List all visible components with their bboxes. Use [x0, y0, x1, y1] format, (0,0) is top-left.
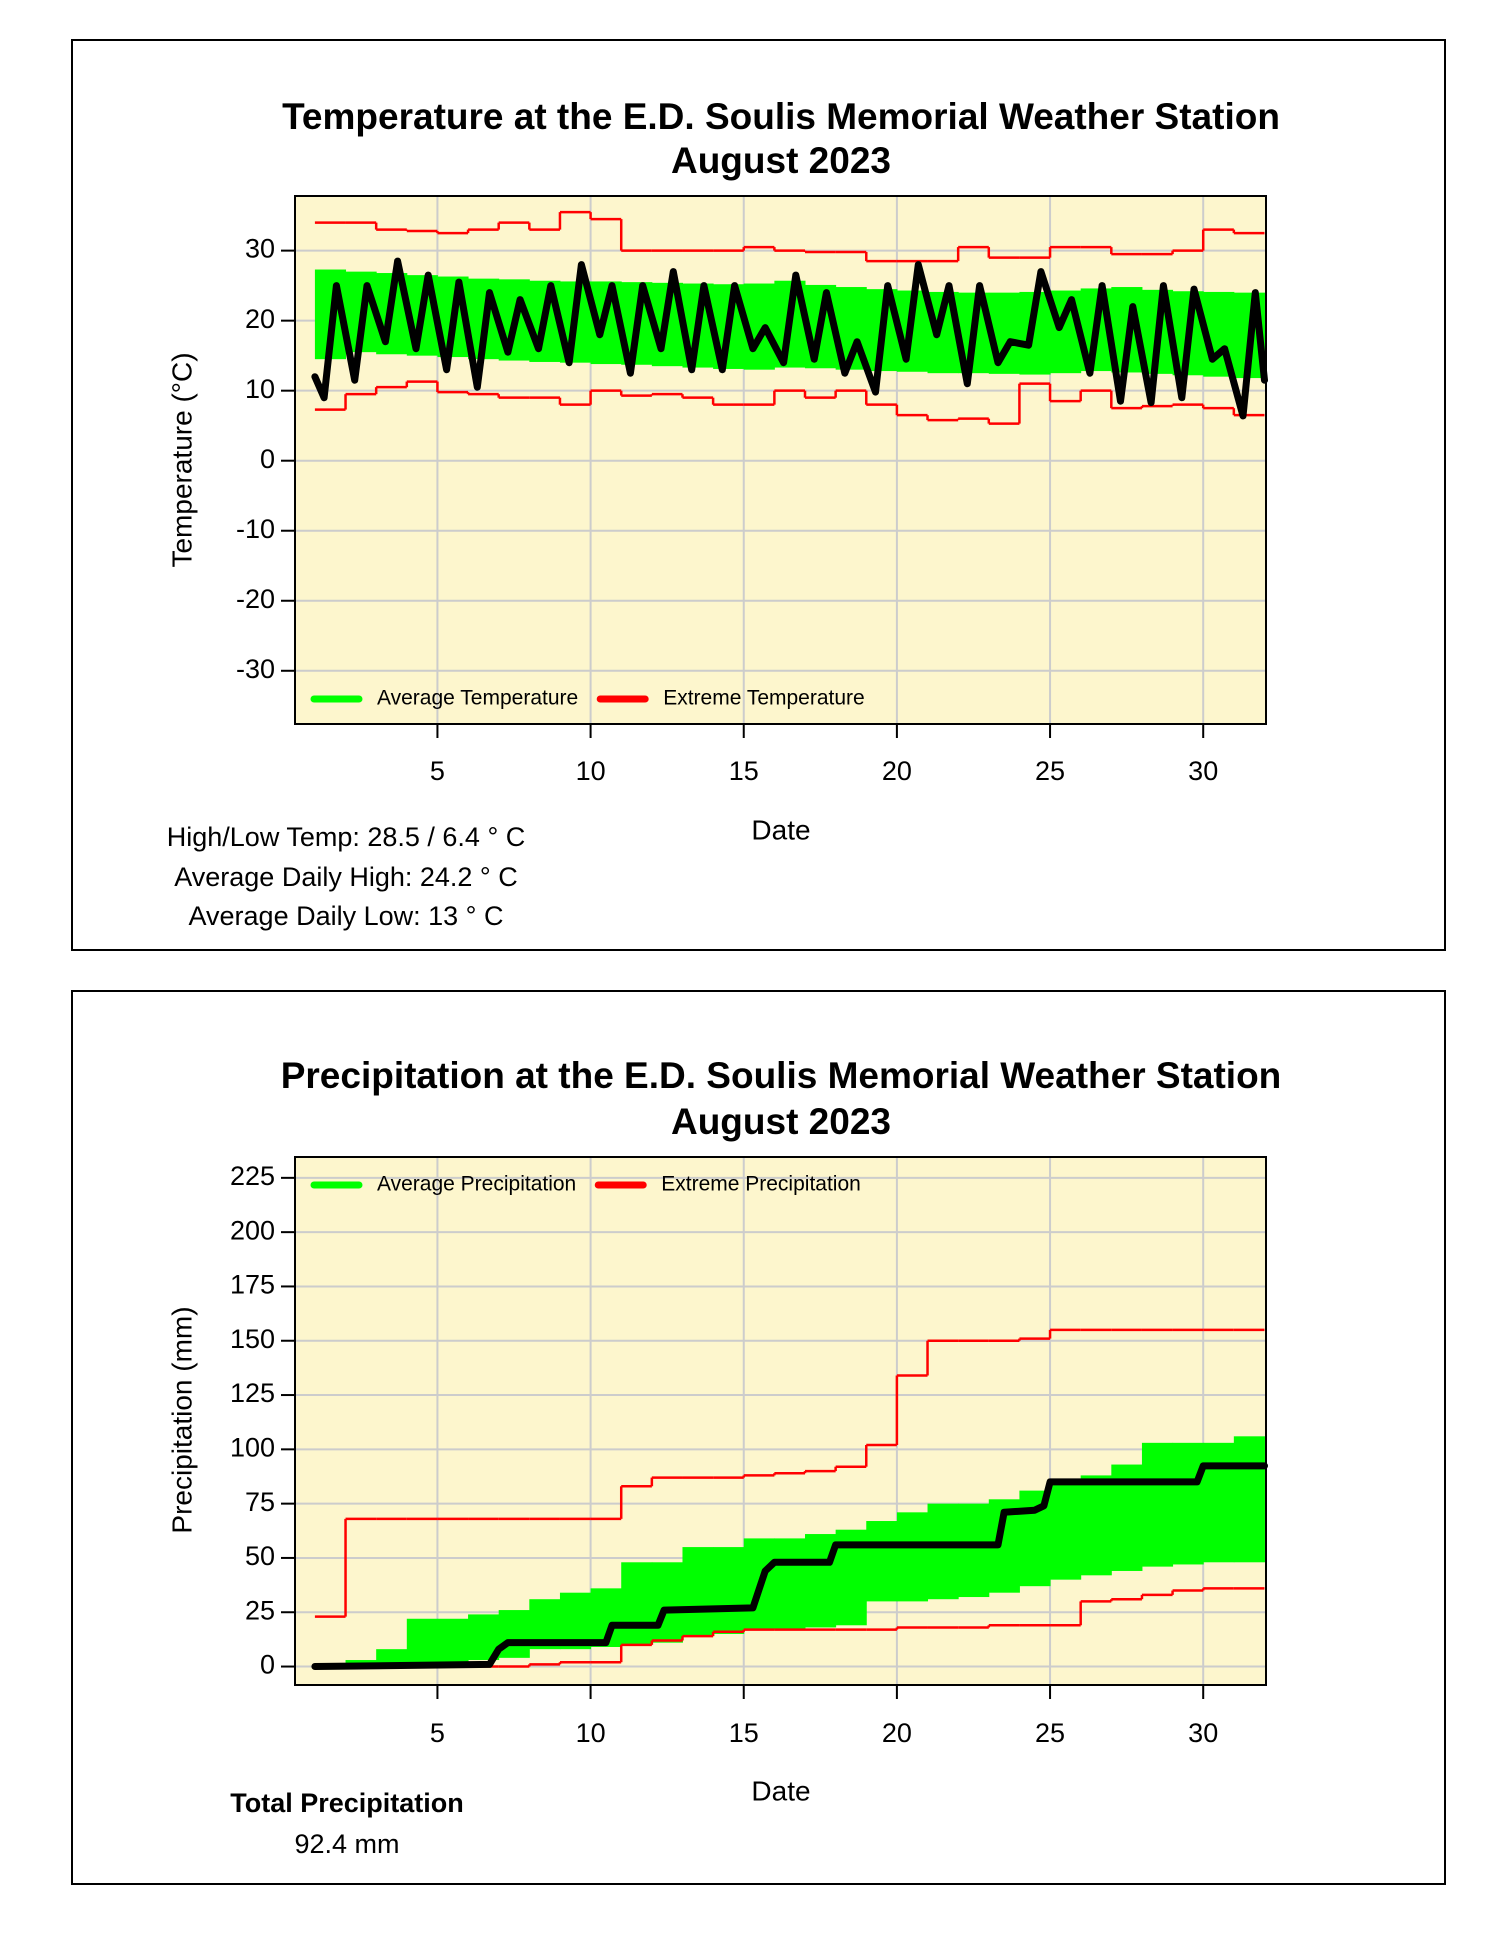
y-axis-label: Temperature (°C) [166, 352, 197, 567]
band-step [958, 1503, 990, 1598]
y-tick-label: 20 [245, 304, 275, 334]
x-tick-label: 5 [430, 1718, 445, 1748]
y-tick-label: 200 [230, 1215, 275, 1245]
band-step [437, 1618, 469, 1665]
note-value: 92.4 mm [294, 1829, 399, 1859]
y-tick-label: 0 [260, 444, 275, 474]
band-step [406, 1618, 438, 1665]
y-tick-label: 100 [230, 1432, 275, 1462]
note-heading: Total Precipitation [230, 1788, 464, 1818]
band-step [1050, 1479, 1082, 1580]
legend-label: Extreme Precipitation [661, 1173, 861, 1196]
band-step [927, 1503, 959, 1600]
y-tick-label: 25 [245, 1595, 275, 1625]
band-step [896, 1512, 929, 1602]
x-tick-label: 5 [430, 756, 445, 786]
y-tick-label: 30 [245, 234, 275, 264]
stat: High/Low Temp: 28.5 / 6.4 ° C [167, 822, 526, 852]
y-tick-label: -20 [236, 584, 275, 614]
x-tick-label: 20 [882, 756, 912, 786]
y-tick-label: -30 [236, 654, 275, 684]
band-step [621, 1562, 653, 1645]
x-tick-label: 25 [1035, 756, 1065, 786]
frame [71, 39, 1446, 951]
y-tick-label: 75 [245, 1487, 275, 1517]
band-step [498, 1610, 530, 1658]
x-tick-label: 10 [576, 1718, 606, 1748]
band-step [866, 1521, 898, 1602]
x-tick-label: 30 [1188, 756, 1218, 786]
x-tick-label: 20 [882, 1718, 912, 1748]
y-tick-label: 225 [230, 1161, 275, 1191]
stat: Average Daily Low: 13 ° C [189, 901, 504, 931]
stat: Average Daily High: 24.2 ° C [174, 862, 517, 892]
plot-border [294, 195, 1267, 725]
data-line [311, 1462, 1268, 1670]
band-step [1141, 1442, 1174, 1567]
x-tick-label: 15 [729, 756, 759, 786]
band-step [1080, 1475, 1112, 1576]
chart-subtitle: August 2023 [671, 1101, 891, 1142]
frame [71, 990, 1446, 1885]
band-step [1233, 1436, 1265, 1563]
band-step [682, 1547, 714, 1637]
legend-label: Average Temperature [377, 687, 578, 710]
y-tick-label: -10 [236, 514, 275, 544]
plot: 5 10 15 20 25 30 -30 -20 -10 0 10 20 30 Average Tempe… [236, 195, 1268, 786]
legend-label: Average Precipitation [377, 1173, 576, 1196]
x-tick-label: 25 [1035, 1718, 1065, 1748]
plot: 5 10 15 20 25 30 0 25 50 75 100 125 150 175 200 225 Aver… [230, 1156, 1268, 1748]
data-line [311, 257, 1268, 420]
x-tick-label: 15 [729, 1718, 759, 1748]
x-axis-label: Date [751, 814, 810, 845]
y-tick-label: 0 [260, 1650, 275, 1680]
y-axis-label: Precipitation (mm) [166, 1306, 197, 1533]
band-step [1203, 1442, 1235, 1563]
y-tick-label: 150 [230, 1324, 275, 1354]
x-tick-label: 30 [1188, 1718, 1218, 1748]
band-step [651, 1562, 683, 1643]
plot-border [294, 1156, 1267, 1686]
band-step [774, 1538, 806, 1630]
band-step [713, 1547, 745, 1634]
y-tick-label: 50 [245, 1541, 275, 1571]
chart-subtitle: August 2023 [671, 140, 891, 181]
y-tick-label: 10 [245, 374, 275, 404]
y-tick-label: 175 [230, 1270, 275, 1300]
chart-title: Temperature at the E.D. Soulis Memorial … [282, 96, 1280, 137]
legend-label: Extreme Temperature [663, 687, 865, 710]
x-axis-label: Date [751, 1775, 810, 1806]
chart-title: Precipitation at the E.D. Soulis Memoria… [281, 1055, 1282, 1096]
band-step [1172, 1442, 1204, 1565]
y-tick-label: 125 [230, 1378, 275, 1408]
x-tick-label: 10 [576, 756, 606, 786]
